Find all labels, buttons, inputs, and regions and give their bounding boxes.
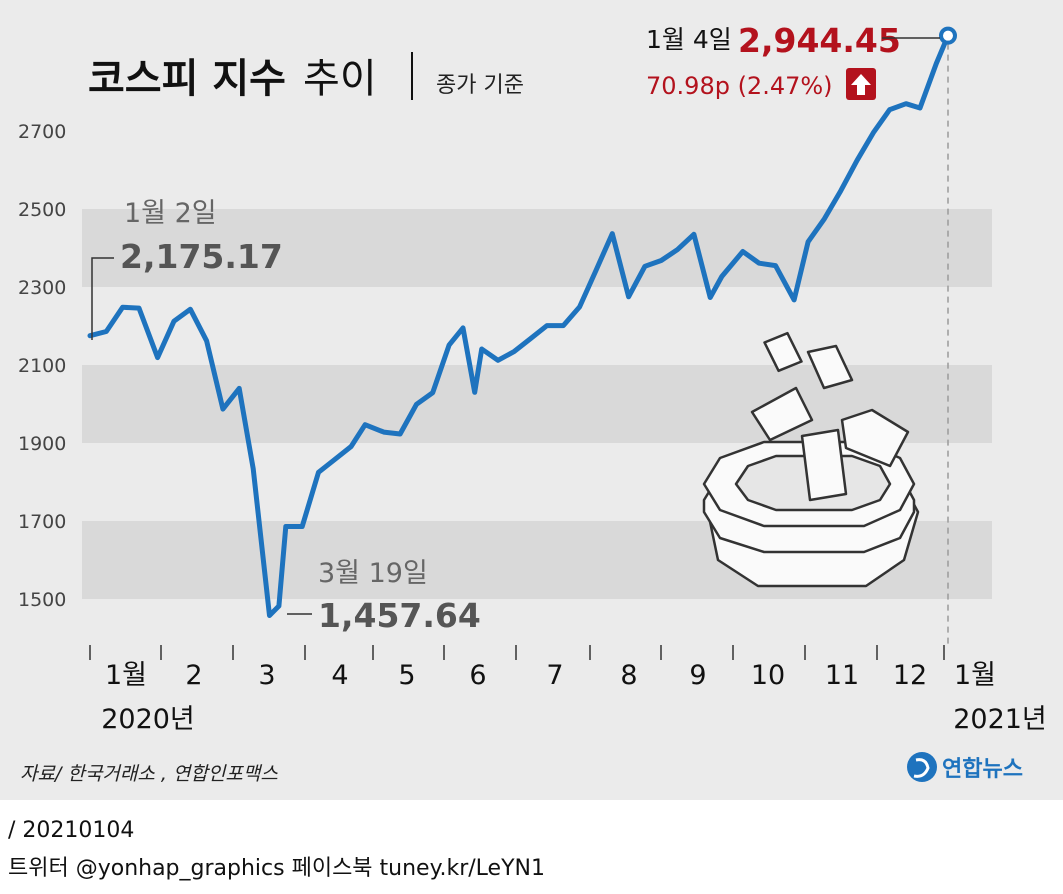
y-tick-label: 2100 xyxy=(18,355,66,377)
logo-text: 연합뉴스 xyxy=(942,756,1023,782)
start-annotation: 1월 2일 2,175.17 xyxy=(91,198,283,340)
last-date: 1월 4일 xyxy=(646,25,732,54)
footer-date: / 20210104 xyxy=(8,818,135,843)
y-tick-label: 2500 xyxy=(18,199,66,221)
x-tick-label: 1월 xyxy=(954,660,996,691)
source-note: 자료/ 한국거래소 , 연합인포맥스 xyxy=(20,763,278,785)
x-tick-label: 9 xyxy=(689,660,706,691)
chart-title: 코스피 지수 추이 xyxy=(88,56,377,102)
y-tick-label: 1900 xyxy=(18,433,66,455)
x-tick-label: 2 xyxy=(185,660,202,691)
year-label: 2020년 xyxy=(101,704,195,735)
chart-subtitle: 종가 기준 xyxy=(436,73,524,98)
year-label: 2021년 xyxy=(953,704,1047,735)
kospi-line xyxy=(87,33,951,618)
footer-social: 트위터 @yonhap_graphics 페이스북 tuney.kr/LeYN1 xyxy=(8,856,545,881)
low-value: 1,457.64 xyxy=(318,596,481,635)
x-tick-label: 12 xyxy=(893,660,927,691)
title-light: 추이 xyxy=(303,56,377,102)
y-tick-label: 1500 xyxy=(18,589,66,611)
x-tick-label: 10 xyxy=(751,660,785,691)
last-annotation: 1월 4일 2,944.45 70.98p (2.47%) xyxy=(646,21,940,100)
up-arrow-icon xyxy=(846,68,876,100)
x-tick-label: 7 xyxy=(546,660,563,691)
ballot-box-illustration xyxy=(702,331,920,588)
start-value: 2,175.17 xyxy=(120,237,283,276)
last-point-marker xyxy=(939,26,957,45)
x-tick-label: 5 xyxy=(398,660,415,691)
x-tick-label: 3 xyxy=(258,660,275,691)
x-tick-label: 4 xyxy=(331,660,348,691)
y-axis-ticks: 1500 1700 1900 2100 2300 2500 2700 xyxy=(18,121,66,611)
low-annotation: 3월 19일 1,457.64 xyxy=(287,558,481,635)
x-tick-label: 1월 xyxy=(105,660,147,691)
y-tick-label: 1700 xyxy=(18,511,66,533)
logo-mark-icon xyxy=(907,752,937,782)
footer: / 20210104 트위터 @yonhap_graphics 페이스북 tun… xyxy=(8,812,1048,888)
y-tick-label: 2300 xyxy=(18,277,66,299)
x-tick-label: 8 xyxy=(620,660,637,691)
last-value: 2,944.45 xyxy=(738,21,901,60)
low-date: 3월 19일 xyxy=(318,558,428,589)
start-date: 1월 2일 xyxy=(124,198,217,229)
yonhap-logo: 연합뉴스 xyxy=(907,752,1023,782)
y-tick-label: 2700 xyxy=(18,121,66,143)
grid-band xyxy=(82,209,992,287)
x-tick-label: 6 xyxy=(469,660,486,691)
x-tick-label: 11 xyxy=(825,660,859,691)
last-change: 70.98p (2.47%) xyxy=(646,72,833,100)
title-bold: 코스피 지수 xyxy=(88,56,286,102)
x-axis: 1월 2 3 4 5 6 7 8 9 10 11 12 1월 2020년 2021년 xyxy=(89,645,1047,735)
